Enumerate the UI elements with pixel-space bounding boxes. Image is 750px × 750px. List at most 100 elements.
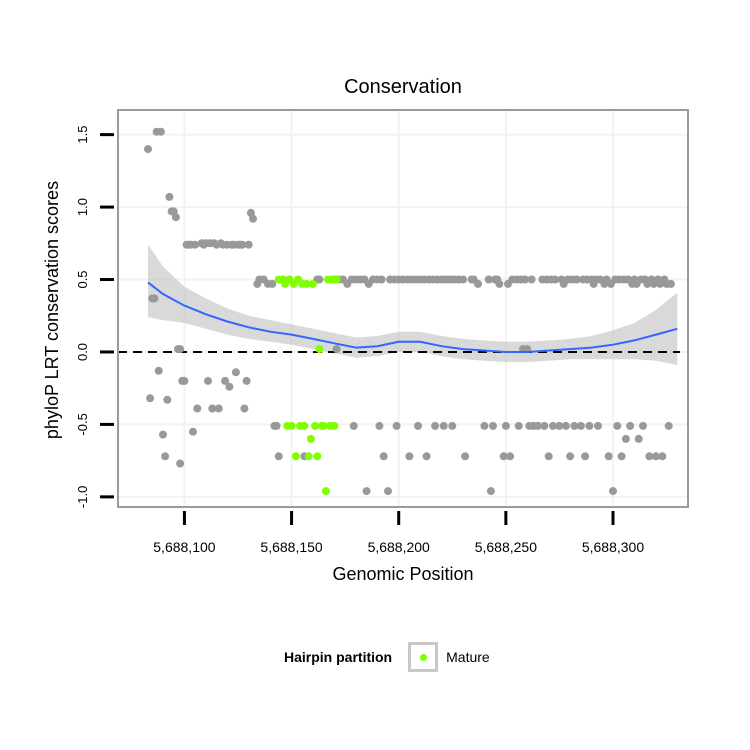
conservation-point (375, 421, 384, 430)
y-tick-label: 1.5 (75, 126, 90, 144)
mature-point (287, 421, 296, 430)
conservation-point (621, 434, 630, 443)
conservation-point (527, 275, 536, 284)
conservation-point (150, 294, 159, 303)
conservation-point (165, 192, 174, 201)
conservation-point (144, 145, 152, 154)
x-tick-label: 5,688,100 (153, 539, 215, 555)
conservation-point (180, 376, 189, 385)
conservation-point (664, 421, 673, 430)
conservation-point (392, 421, 401, 430)
conservation-point (576, 421, 585, 430)
mature-point (330, 421, 339, 430)
conservation-point (189, 427, 197, 436)
chart-title: Conservation (344, 76, 462, 98)
conservation-point (572, 275, 581, 284)
conservation-point (474, 279, 482, 288)
conservation-point (171, 213, 180, 222)
conservation-point (594, 421, 602, 430)
conservation-point (626, 421, 635, 430)
conservation-point (514, 421, 523, 430)
conservation-point (244, 240, 253, 249)
y-axis: -1.0 -0.5 0.0 0.5 1.0 1.5 (75, 126, 114, 508)
conservation-point (204, 376, 212, 385)
mature-point (315, 345, 324, 354)
x-tick-label: 5,688,200 (368, 539, 430, 555)
conservation-point (486, 487, 495, 496)
conservation-point (639, 421, 647, 430)
conservation-point (534, 421, 542, 430)
conservation-point (501, 421, 510, 430)
conservation-point (238, 240, 247, 249)
legend-label-mature: Mature (446, 649, 490, 665)
y-axis-label: phyloP LRT conservation scores (42, 181, 62, 439)
conservation-point (414, 421, 422, 430)
conservation-point (609, 487, 617, 496)
data-points (144, 127, 675, 496)
y-tick-label: 1.0 (75, 198, 90, 216)
conservation-point (405, 452, 414, 461)
conservation-point (315, 275, 324, 284)
conservation-point (484, 275, 493, 284)
mature-point (291, 452, 300, 461)
conservation-point (176, 345, 185, 354)
mature-point (309, 279, 317, 288)
conservation-point (362, 487, 371, 496)
conservation-point (617, 452, 626, 461)
conservation-point (191, 240, 200, 249)
conservation-point (566, 452, 575, 461)
mature-point (332, 275, 341, 284)
conservation-point (495, 279, 504, 288)
conservation-point (214, 404, 223, 413)
conservation-point (384, 487, 392, 496)
conservation-point (461, 452, 470, 461)
conservation-point (658, 452, 667, 461)
mature-point (302, 279, 311, 288)
conservation-point (268, 279, 277, 288)
conservation-point (422, 452, 431, 461)
mature-point (321, 487, 330, 496)
mature-point (313, 452, 322, 461)
conservation-point (585, 421, 594, 430)
x-tick-label: 5,688,300 (582, 539, 644, 555)
x-tick-label: 5,688,250 (475, 539, 537, 555)
x-axis-label: Genomic Position (332, 564, 473, 584)
conservation-point (242, 376, 251, 385)
conservation-point (613, 421, 622, 430)
conservation-point (666, 279, 675, 288)
conservation-point (549, 421, 557, 430)
conservation-point (161, 452, 170, 461)
conservation-point (506, 452, 515, 461)
smooth-fit-line (147, 281, 678, 353)
conservation-point (176, 459, 185, 468)
conservation-point (154, 366, 163, 375)
legend: Hairpin partition Mature (284, 638, 490, 676)
conservation-point (581, 452, 590, 461)
mature-point (319, 421, 328, 430)
conservation-point (439, 421, 448, 430)
conservation-point (156, 127, 165, 136)
mature-point (311, 421, 320, 430)
confidence-ribbon (148, 244, 678, 365)
conservation-point (561, 421, 570, 430)
conservation-point (225, 382, 234, 391)
conservation-point (379, 452, 388, 461)
conservation-point (193, 404, 202, 413)
conservation-point (431, 421, 440, 430)
x-axis: 5,688,100 5,688,150 5,688,200 5,688,250 5,68… (153, 511, 644, 555)
conservation-point (555, 421, 564, 430)
conservation-point (240, 404, 249, 413)
y-tick-label: -1.0 (75, 486, 90, 508)
conservation-point (651, 452, 660, 461)
y-tick-label: -0.5 (75, 413, 90, 435)
conservation-point (459, 275, 467, 284)
legend-title: Hairpin partition (284, 649, 393, 665)
plot-panel (117, 109, 689, 508)
legend-dot-mature (420, 654, 428, 661)
legend-key-mature (408, 642, 439, 672)
conservation-point (249, 214, 257, 223)
mature-point (304, 452, 313, 461)
conservation-point (159, 430, 167, 439)
conservation-point (163, 395, 172, 404)
